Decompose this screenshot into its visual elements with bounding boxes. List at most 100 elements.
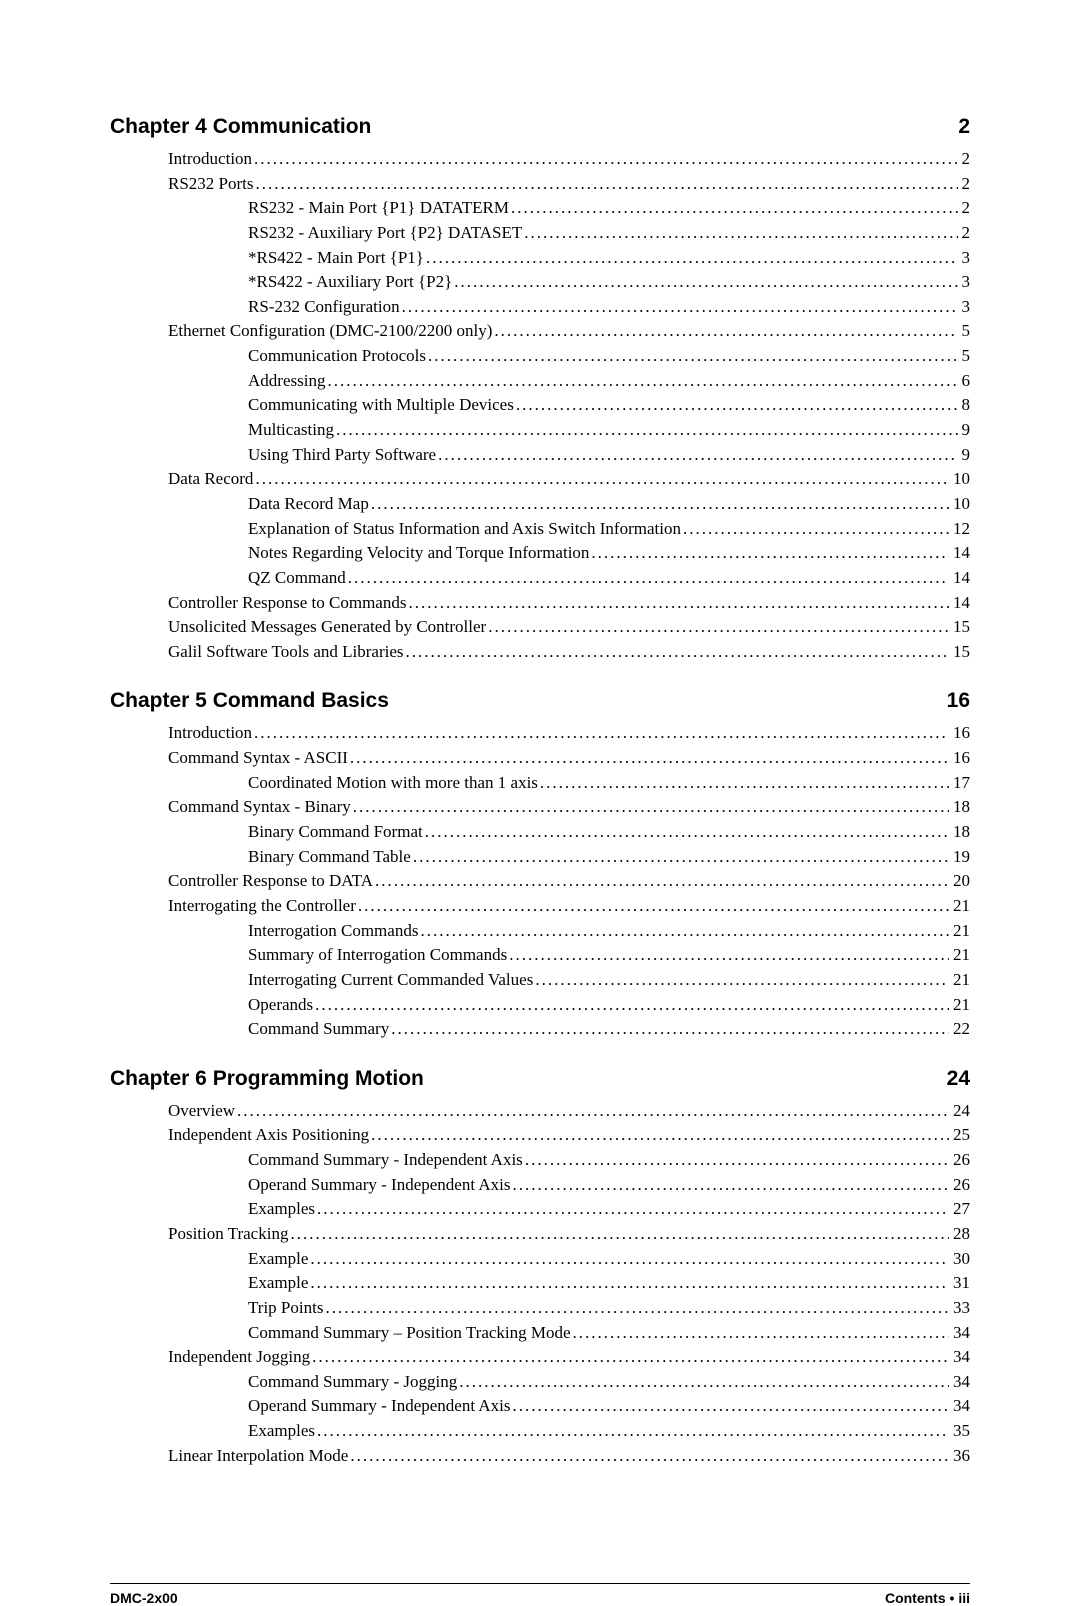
- toc-entry-text: RS-232 Configuration: [248, 295, 400, 320]
- toc-leader-dots: [310, 1271, 949, 1296]
- toc-leader-dots: [524, 221, 957, 246]
- toc-entry-page: 21: [951, 993, 970, 1018]
- toc-entry-page: 21: [951, 894, 970, 919]
- toc-entry-page: 18: [951, 820, 970, 845]
- toc-entry-text: RS232 - Auxiliary Port {P2} DATASET: [248, 221, 522, 246]
- toc-entry-text: Communicating with Multiple Devices: [248, 393, 514, 418]
- toc-entry: *RS422 - Auxiliary Port {P2}3: [110, 270, 970, 295]
- toc-entry: Example 31: [110, 1271, 970, 1296]
- toc-entry-text: Command Summary – Position Tracking Mode: [248, 1321, 571, 1346]
- toc-entry-text: Using Third Party Software: [248, 443, 436, 468]
- toc-entry-page: 10: [951, 467, 970, 492]
- toc-entry-page: 14: [951, 591, 970, 616]
- toc-entry: Example30: [110, 1247, 970, 1272]
- toc-leader-dots: [350, 746, 949, 771]
- toc-leader-dots: [310, 1247, 949, 1272]
- toc-entry-page: 19: [951, 845, 970, 870]
- toc-entry: Introduction2: [110, 147, 970, 172]
- toc-leader-dots: [535, 968, 949, 993]
- toc-entry-text: Overview: [168, 1099, 235, 1124]
- toc-entry-text: Independent Axis Positioning: [168, 1123, 369, 1148]
- toc-leader-dots: [325, 1296, 949, 1321]
- toc-entry-page: 34: [951, 1394, 970, 1419]
- toc-entry: Interrogation Commands21: [110, 919, 970, 944]
- toc-leader-dots: [406, 640, 950, 665]
- toc-leader-dots: [375, 869, 949, 894]
- toc-entry-page: 18: [951, 795, 970, 820]
- toc-entry-page: 35: [951, 1419, 970, 1444]
- toc-leader-dots: [315, 993, 949, 1018]
- toc-entry-text: Example: [248, 1271, 308, 1296]
- toc-entry-text: Command Syntax - ASCII: [168, 746, 348, 771]
- toc-entry-page: 34: [951, 1345, 970, 1370]
- chapter-heading: Chapter 5 Command Basics16: [110, 689, 970, 713]
- chapter-title: Chapter 6 Programming Motion: [110, 1067, 424, 1091]
- toc-leader-dots: [525, 1148, 949, 1173]
- toc-entry-text: Independent Jogging: [168, 1345, 310, 1370]
- toc-leader-dots: [317, 1197, 949, 1222]
- chapters-container: Chapter 4 Communication2Introduction2RS2…: [110, 115, 970, 1468]
- toc-entry-page: 16: [951, 721, 970, 746]
- toc-entry: RS232 - Main Port {P1} DATATERM2: [110, 196, 970, 221]
- toc-leader-dots: [350, 1444, 949, 1469]
- toc-leader-dots: [683, 517, 949, 542]
- toc-leader-dots: [513, 1394, 950, 1419]
- toc-entry-text: Introduction: [168, 147, 252, 172]
- toc-entry: Linear Interpolation Mode 36: [110, 1444, 970, 1469]
- toc-page: Chapter 4 Communication2Introduction2RS2…: [0, 0, 1080, 1553]
- chapter-title: Chapter 4 Communication: [110, 115, 371, 139]
- toc-entry-page: 14: [951, 566, 970, 591]
- toc-entry-text: RS232 Ports: [168, 172, 254, 197]
- toc-entry-page: 31: [951, 1271, 970, 1296]
- toc-entry: Unsolicited Messages Generated by Contro…: [110, 615, 970, 640]
- toc-entry: Trip Points33: [110, 1296, 970, 1321]
- toc-entry-page: 9: [960, 443, 971, 468]
- toc-entry: Multicasting9: [110, 418, 970, 443]
- toc-leader-dots: [391, 1017, 949, 1042]
- toc-entry-text: RS232 - Main Port {P1} DATATERM: [248, 196, 509, 221]
- toc-entry-page: 34: [951, 1321, 970, 1346]
- toc-entry: Operand Summary - Independent Axis34: [110, 1394, 970, 1419]
- toc-entry-text: Binary Command Format: [248, 820, 423, 845]
- toc-entry-text: Linear Interpolation Mode: [168, 1444, 348, 1469]
- toc-entry: Introduction16: [110, 721, 970, 746]
- toc-entry: Operands21: [110, 993, 970, 1018]
- toc-entry-text: Examples: [248, 1419, 315, 1444]
- toc-entry-page: 30: [951, 1247, 970, 1272]
- toc-leader-dots: [428, 344, 957, 369]
- toc-entry-text: Summary of Interrogation Commands: [248, 943, 507, 968]
- toc-entry: Command Syntax - Binary 18: [110, 795, 970, 820]
- toc-entry-page: 33: [951, 1296, 970, 1321]
- toc-entry: *RS422 - Main Port {P1}3: [110, 246, 970, 271]
- toc-leader-dots: [488, 615, 949, 640]
- toc-entry: Examples27: [110, 1197, 970, 1222]
- toc-entry: Notes Regarding Velocity and Torque Info…: [110, 541, 970, 566]
- toc-entry-text: Controller Response to Commands: [168, 591, 406, 616]
- toc-entry-page: 10: [951, 492, 970, 517]
- toc-leader-dots: [290, 1222, 949, 1247]
- toc-leader-dots: [573, 1321, 949, 1346]
- toc-entry: Ethernet Configuration (DMC-2100/2200 on…: [110, 319, 970, 344]
- toc-leader-dots: [454, 270, 957, 295]
- toc-entry-page: 3: [960, 246, 971, 271]
- toc-entry-text: Command Summary: [248, 1017, 389, 1042]
- footer-bullet: •: [950, 1590, 955, 1606]
- toc-entry-text: Examples: [248, 1197, 315, 1222]
- toc-entry-text: Command Syntax - Binary: [168, 795, 351, 820]
- toc-entry: Controller Response to Commands 14: [110, 591, 970, 616]
- toc-leader-dots: [327, 369, 957, 394]
- toc-entry-text: Explanation of Status Information and Ax…: [248, 517, 681, 542]
- toc-entry: Data Record10: [110, 467, 970, 492]
- toc-entry-page: 36: [951, 1444, 970, 1469]
- toc-entry: Overview24: [110, 1099, 970, 1124]
- toc-entry-text: Addressing: [248, 369, 325, 394]
- toc-entry: Command Summary22: [110, 1017, 970, 1042]
- toc-leader-dots: [358, 894, 949, 919]
- toc-entry-page: 15: [951, 640, 970, 665]
- toc-leader-dots: [425, 820, 949, 845]
- toc-entry: Communicating with Multiple Devices8: [110, 393, 970, 418]
- toc-entry-page: 5: [960, 319, 971, 344]
- chapter-heading: Chapter 6 Programming Motion24: [110, 1067, 970, 1091]
- toc-entry-page: 15: [951, 615, 970, 640]
- toc-entry: Using Third Party Software 9: [110, 443, 970, 468]
